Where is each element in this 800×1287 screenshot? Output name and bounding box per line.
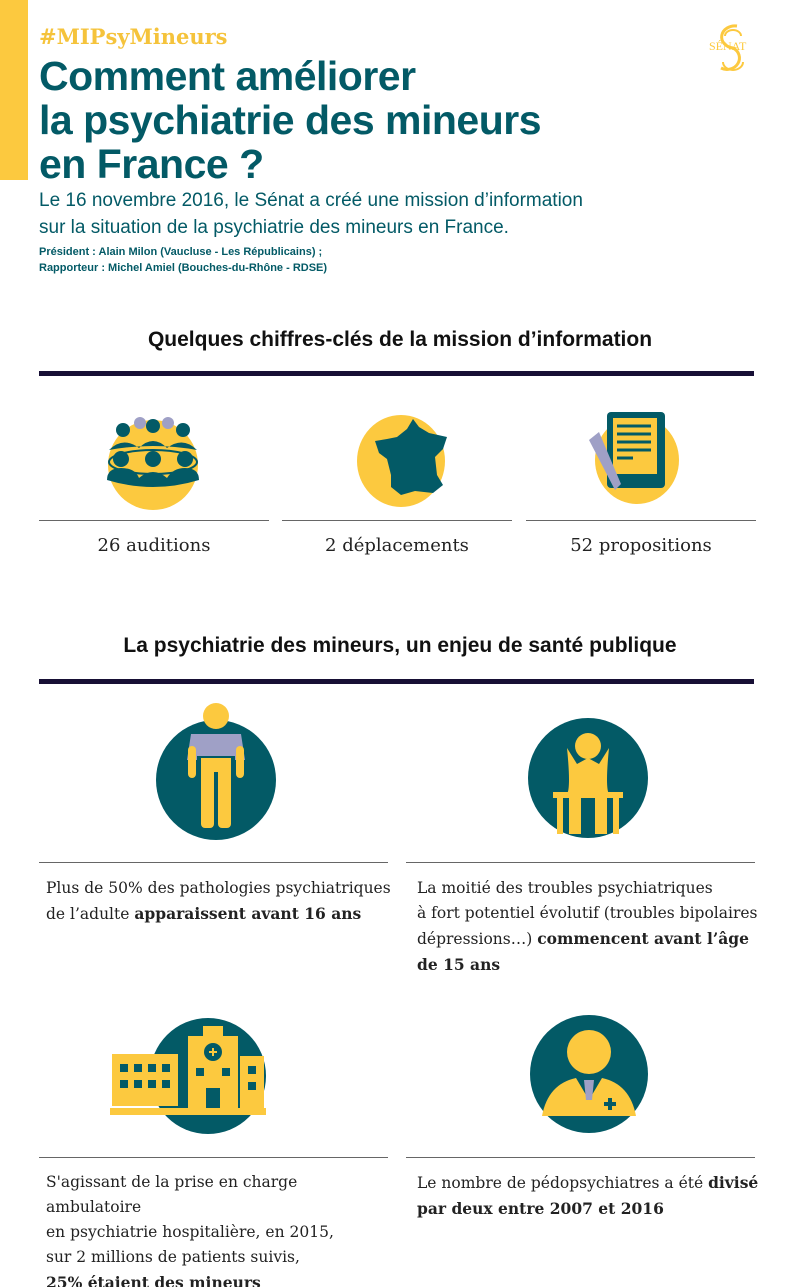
stat-propositions: 52 propositions — [570, 535, 712, 556]
title-line-2: la psychiatrie des mineurs — [39, 97, 542, 143]
stat-divider-1 — [39, 520, 269, 521]
section1-divider — [39, 371, 754, 376]
fact-divider-3 — [39, 1157, 388, 1158]
stat-auditions: 26 auditions — [97, 535, 211, 556]
fact-divider-2 — [406, 862, 755, 863]
group-meeting-icon — [107, 417, 199, 510]
subtitle-line-1: Le 16 novembre 2016, le Sénat a créé une… — [39, 190, 583, 211]
fact-adult-pathologies: Plus de 50% des pathologies psychiatriqu… — [46, 879, 391, 923]
title-line-1: Comment améliorer — [39, 53, 416, 99]
subtitle-line-2: sur la situation de la psychiatrie des m… — [39, 217, 509, 238]
hospital-icon — [110, 1018, 266, 1134]
title-line-3: en France ? — [39, 141, 264, 187]
fact-divider-4 — [406, 1157, 755, 1158]
young-person-icon — [156, 703, 276, 840]
france-map-icon — [357, 415, 447, 507]
yellow-accent-bar — [0, 0, 28, 180]
section2-heading: La psychiatrie des mineurs, un enjeu de … — [123, 634, 677, 657]
stat-divider-2 — [282, 520, 512, 521]
stat-divider-3 — [526, 520, 756, 521]
section1-heading: Quelques chiffres-clés de la mission d’i… — [147, 328, 653, 351]
doctor-icon — [530, 1015, 648, 1133]
senat-logo-icon: SÉNAT — [709, 24, 747, 71]
section2-divider — [39, 679, 754, 684]
rapporteur-text: Rapporteur : Michel Amiel (Bouches-du-Rh… — [39, 262, 328, 274]
president-text: Président : Alain Milon (Vaucluse - Les … — [39, 246, 323, 258]
stat-deplacements: 2 déplacements — [325, 535, 469, 556]
fact-half-disorders: La moitié des troubles psychiatriques à f… — [417, 879, 758, 974]
crying-person-icon — [528, 718, 648, 838]
hashtag: #MIPsyMineurs — [39, 24, 228, 49]
fact-divider-1 — [39, 862, 388, 863]
fact-child-psychiatrists: Le nombre de pédopsychiatres a été divis… — [417, 1173, 759, 1218]
fact-ambulatory-care: S'agissant de la prise en charge ambulat… — [46, 1173, 334, 1287]
document-pen-icon — [589, 412, 679, 504]
svg-text:SÉNAT: SÉNAT — [709, 39, 747, 53]
